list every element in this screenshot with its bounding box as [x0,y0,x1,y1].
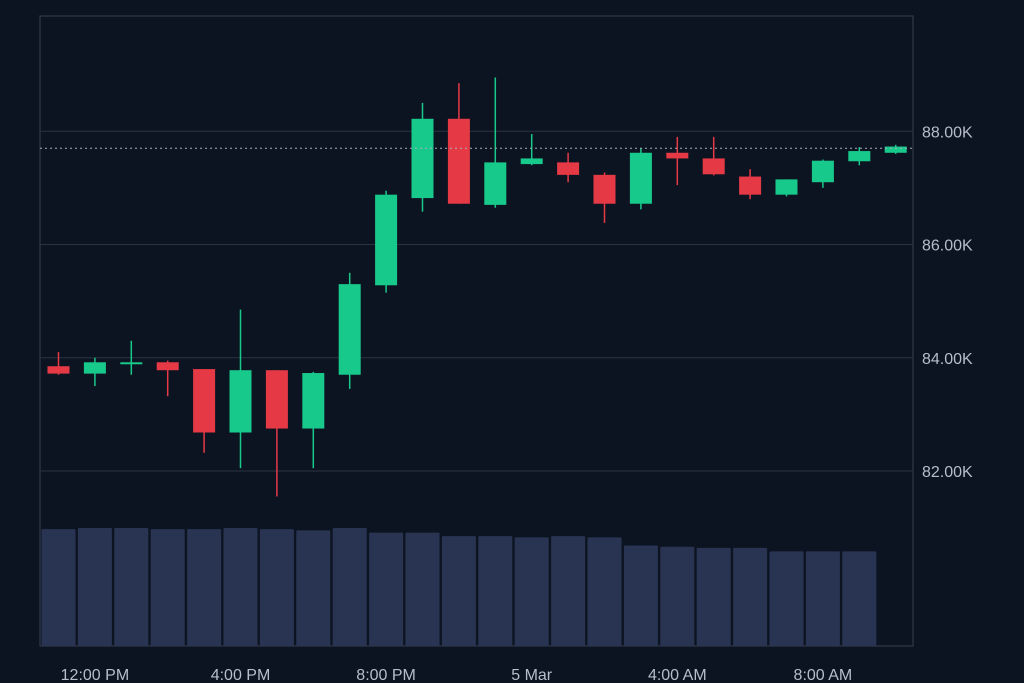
candle-body [338,284,361,375]
candle [520,134,543,166]
candle-body [702,158,725,175]
volume-bar [114,528,149,646]
volume-bar [405,532,440,646]
volume-bar [623,545,658,646]
volume-bar [769,551,804,646]
y-axis-labels: 82.00K 84.00K 86.00K 88.00K [922,124,973,481]
candle [120,340,143,375]
candle [302,371,325,469]
volume-bar [150,529,185,646]
candle [811,159,834,188]
candle [265,370,288,497]
volume-bar [187,529,222,646]
x-tick-label: 4:00 AM [648,667,707,683]
candle [47,352,70,375]
candle [447,83,470,204]
candle-body [593,174,616,204]
candles [47,77,907,497]
volume-bar [223,528,258,646]
candle [411,102,434,212]
volume-bar [296,530,331,646]
y-tick-label: 86.00K [922,238,973,255]
volume-bar [733,547,768,646]
candle [375,190,398,293]
candle-body [193,369,216,433]
candle [884,144,907,154]
volume-bar [805,551,840,646]
candle [775,179,798,197]
candle-body [265,370,288,429]
plot-frame [39,15,914,647]
x-tick-label: 12:00 PM [61,667,129,683]
x-tick-label: 8:00 PM [356,667,416,683]
x-tick-label: 5 Mar [511,667,553,683]
candle [557,152,580,183]
volume-bars [41,528,877,646]
candle [629,148,652,210]
candle [593,172,616,223]
plot-border [39,15,914,647]
candle-body [739,176,762,195]
y-tick-label: 84.00K [922,351,973,368]
candle-body [302,373,325,429]
candle-body [47,366,70,374]
x-axis-labels: 12:00 PM 4:00 PM 8:00 PM 5 Mar 4:00 AM 8:00 A… [61,667,853,683]
volume-bar [514,537,549,646]
volume-bar [842,551,877,646]
candle [338,272,361,389]
volume-bar [332,528,367,646]
volume-bar [696,547,731,646]
gridlines [40,130,913,472]
y-tick-label: 82.00K [922,464,973,481]
candle [484,77,507,208]
volume-bar [551,536,586,646]
candle-body [229,370,252,433]
candle-body [520,158,543,165]
candle-body [411,118,434,199]
candle-body [848,151,871,162]
candle [739,169,762,200]
candle-body [120,362,143,365]
volume-bar [77,528,112,646]
volume-bar [660,546,695,646]
volume-bar [441,536,476,646]
candle [156,360,179,397]
candle-body [447,118,470,204]
candle-body [484,162,507,205]
candle [666,136,689,186]
candle-body [156,362,179,371]
volume-bar [587,537,622,646]
candle [83,357,106,387]
candle-body [811,160,834,183]
candle-body [83,362,106,374]
candle-body [666,152,689,159]
candle [193,369,216,453]
candle [848,147,871,166]
candle-body [629,152,652,204]
candle [702,136,725,176]
candle-body [375,194,398,286]
y-tick-label: 88.00K [922,124,973,141]
candle-body [884,146,907,153]
x-tick-label: 8:00 AM [794,667,853,683]
volume-bar [478,536,513,646]
candle [229,309,252,469]
candle-body [775,179,798,195]
volume-bar [41,529,76,646]
candle-body [557,162,580,175]
x-tick-label: 4:00 PM [211,667,271,683]
volume-bar [259,529,294,646]
volume-bar [369,532,404,646]
